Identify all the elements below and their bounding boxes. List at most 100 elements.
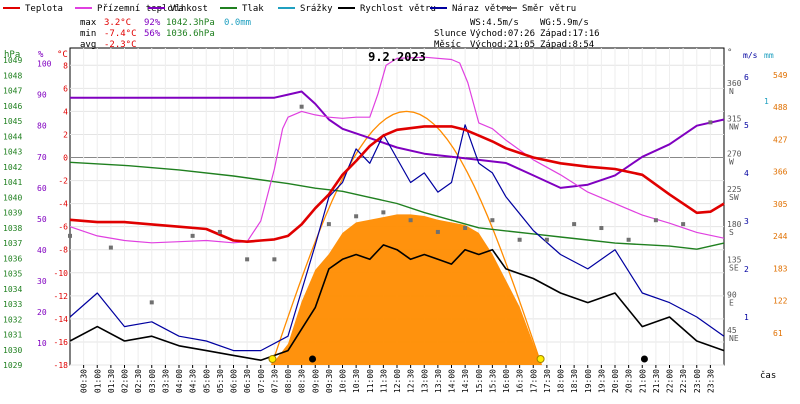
chart-title: 9.2.2023 [368, 50, 426, 64]
sunset-marker [536, 355, 545, 363]
x-tick-41: 21:00 [638, 369, 647, 393]
dir-name-1: NW [729, 122, 739, 131]
dir-tick-1: 315 [727, 114, 742, 123]
stats: max 3.2°C 92% 1042.3hPa 0.0mm min -7.4°C… [80, 18, 251, 50]
wind-direction-point-10 [381, 210, 386, 215]
legend-label-3: Tlak [242, 4, 264, 14]
x-tick-32: 16:30 [516, 369, 525, 393]
x-tick-6: 03:30 [161, 369, 170, 393]
x-tick-34: 17:30 [543, 369, 552, 393]
x-tick-45: 23:00 [693, 369, 702, 393]
degc-tick-3: 2 [63, 130, 68, 139]
hpa-tick-13: 1036 [3, 254, 22, 263]
x-tick-5: 03:00 [148, 369, 157, 393]
x-tick-19: 10:00 [339, 369, 348, 393]
wind-direction-point-8 [326, 222, 331, 227]
degc-tick-11: -14 [54, 315, 69, 324]
pct-tick-8: 20 [37, 308, 47, 317]
pct-tick-6: 40 [37, 246, 47, 255]
stats-avg-label: avg [80, 40, 96, 50]
wind-direction-point-15 [517, 237, 522, 242]
dir-name-0: N [729, 87, 734, 96]
x-tick-20: 10:30 [352, 369, 361, 393]
legend: Teplota Přízemní teplota Vlhkost Tlak Sr… [3, 4, 576, 14]
wind-direction-point-0 [68, 233, 72, 238]
legend-label-0: Teplota [25, 4, 63, 14]
x-tick-16: 08:30 [298, 369, 307, 393]
hpa-tick-11: 1038 [3, 224, 22, 233]
x-tick-35: 18:00 [557, 369, 566, 393]
axis-label-mm: mm [764, 51, 774, 60]
pct-tick-0: 100 [37, 60, 52, 69]
degc-tick-0: 8 [63, 61, 68, 70]
legend-label-7: Směr větru [522, 4, 576, 14]
solar-tick-1: 488 [773, 103, 788, 112]
pct-tick-9: 10 [37, 339, 47, 348]
dir-name-5: SE [729, 263, 739, 272]
x-tick-8: 04:30 [189, 369, 198, 393]
moonset-marker [309, 355, 317, 363]
moonrise-marker [640, 355, 648, 363]
wind-direction-point-11 [408, 218, 413, 223]
hpa-tick-6: 1043 [3, 148, 22, 157]
axis-label-dir: ° [727, 48, 732, 58]
legend-label-5: Rychlost větru [360, 4, 436, 14]
dir-tick-3: 225 [727, 185, 742, 194]
mm-tick-0: 1 [764, 97, 769, 106]
x-tick-42: 21:30 [652, 369, 661, 393]
pct-tick-2: 80 [37, 122, 47, 131]
hpa-tick-4: 1045 [3, 117, 22, 126]
x-tick-0: 00:30 [80, 369, 89, 393]
hpa-tick-1: 1048 [3, 71, 22, 80]
axis-label-pct: % [38, 50, 44, 60]
degc-tick-12: -16 [54, 338, 69, 347]
x-tick-40: 20:30 [625, 369, 634, 393]
solar-tick-2: 427 [773, 135, 788, 144]
x-tick-30: 15:30 [488, 369, 497, 393]
ms-tick-4: 2 [744, 265, 749, 274]
solar-tick-5: 244 [773, 232, 788, 241]
degc-tick-1: 6 [63, 84, 68, 93]
axis-mm: 1 [764, 97, 769, 106]
hpa-tick-14: 1035 [3, 270, 22, 279]
solar-tick-0: 549 [773, 71, 788, 80]
solar-tick-6: 183 [773, 264, 788, 273]
astro-info: WS:4.5m/s WG:5.9m/s Slunce Východ:07:26 … [434, 18, 600, 50]
x-tick-7: 04:00 [175, 369, 184, 393]
stats-max-press: 1042.3hPa [166, 18, 215, 28]
wind-direction-point-2 [149, 300, 154, 305]
sun-rise: Východ:07:26 [470, 29, 535, 39]
hpa-tick-17: 1032 [3, 315, 22, 324]
x-tick-13: 07:00 [257, 369, 266, 393]
x-tick-2: 01:30 [107, 369, 116, 393]
wind-direction-point-18 [599, 226, 604, 231]
ms-tick-5: 1 [744, 313, 749, 322]
wind-speed-info: WS:4.5m/s [470, 18, 519, 28]
x-tick-12: 06:30 [243, 369, 252, 393]
dir-tick-2: 270 [727, 150, 742, 159]
solar-tick-4: 305 [773, 200, 788, 209]
x-tick-23: 12:00 [393, 369, 402, 393]
solar-tick-3: 366 [773, 168, 788, 177]
degc-tick-2: 4 [63, 107, 68, 116]
x-tick-25: 13:00 [420, 369, 429, 393]
hpa-tick-20: 1029 [3, 361, 22, 370]
hpa-tick-10: 1039 [3, 209, 22, 218]
legend-label-1: Přízemní teplota [97, 4, 184, 14]
wind-direction-point-9 [354, 214, 359, 219]
stats-min-hum: 56% [144, 29, 161, 39]
wind-gust-info: WG:5.9m/s [540, 18, 589, 28]
x-tick-4: 02:30 [134, 369, 143, 393]
x-tick-44: 22:30 [679, 369, 688, 393]
degc-tick-4: 0 [63, 154, 68, 163]
ms-tick-0: 6 [744, 73, 749, 82]
hpa-tick-5: 1044 [3, 132, 22, 141]
x-tick-3: 02:00 [121, 369, 130, 393]
hpa-tick-12: 1037 [3, 239, 22, 248]
x-tick-36: 18:30 [570, 369, 579, 393]
x-tick-28: 14:30 [461, 369, 470, 393]
pct-tick-7: 30 [37, 277, 47, 286]
legend-label-2: Vlhkost [170, 4, 208, 14]
stats-max-temp: 3.2°C [104, 18, 131, 28]
hpa-tick-7: 1042 [3, 163, 22, 172]
